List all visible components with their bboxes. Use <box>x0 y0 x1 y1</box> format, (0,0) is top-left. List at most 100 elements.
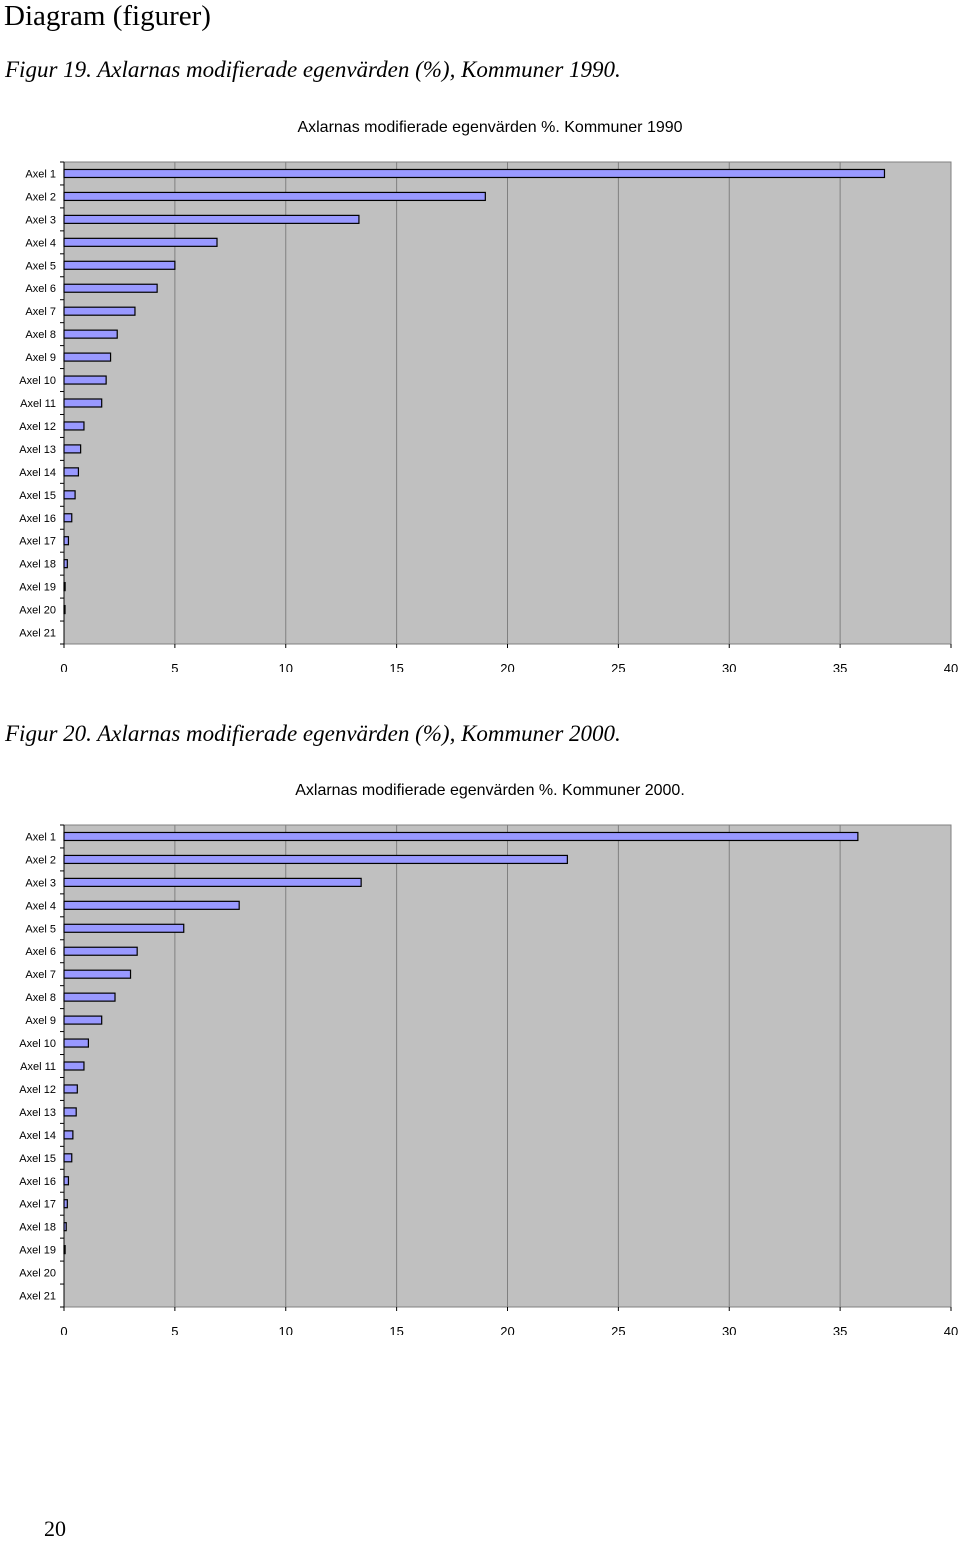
category-label: Axel 11 <box>20 1061 56 1073</box>
category-label: Axel 2 <box>25 191 56 203</box>
category-label: Axel 21 <box>19 628 56 640</box>
category-label: Axel 11 <box>20 398 56 410</box>
x-tick-label: 30 <box>722 661 736 672</box>
category-label: Axel 7 <box>25 969 56 981</box>
figure-20-caption: Figur 20. Axlarnas modifierade egenvärde… <box>5 721 621 746</box>
category-label: Axel 3 <box>25 214 56 226</box>
bar <box>63 352 112 362</box>
x-tick-label: 0 <box>60 661 67 672</box>
x-tick-label: 30 <box>722 1324 736 1335</box>
category-label: Axel 9 <box>25 352 56 364</box>
category-label: Axel 19 <box>19 1245 56 1257</box>
category-label: Axel 17 <box>19 536 56 548</box>
figure-19-caption: Figur 19. Axlarnas modifierade egenvärde… <box>5 57 621 82</box>
bar <box>63 1038 89 1048</box>
category-label: Axel 10 <box>19 1038 56 1050</box>
x-tick-label: 20 <box>500 661 514 672</box>
page-number: 20 <box>44 1516 66 1541</box>
bar <box>63 237 218 247</box>
bar <box>63 375 107 385</box>
bar <box>63 329 118 339</box>
category-label: Axel 5 <box>25 260 56 272</box>
category-label: Axel 1 <box>25 831 56 843</box>
category-label: Axel 20 <box>19 605 56 617</box>
x-tick-label: 35 <box>833 661 847 672</box>
category-label: Axel 15 <box>19 490 56 502</box>
bar <box>63 306 136 316</box>
chart-2000: Axlarnas modifierade egenvärden %. Kommu… <box>19 782 958 1335</box>
bar <box>63 877 362 887</box>
category-label: Axel 19 <box>19 582 56 594</box>
x-tick-label: 0 <box>60 1324 67 1335</box>
bar <box>63 467 80 477</box>
bar <box>63 969 132 979</box>
chart-1990: Axlarnas modifierade egenvärden %. Kommu… <box>19 119 958 672</box>
category-label: Axel 6 <box>25 283 56 295</box>
x-tick-label: 25 <box>611 1324 625 1335</box>
bar <box>63 1107 77 1117</box>
bar <box>63 900 240 910</box>
bar <box>63 854 568 865</box>
category-label: Axel 2 <box>25 854 56 866</box>
category-label: Axel 4 <box>25 237 56 249</box>
category-label: Axel 3 <box>25 877 56 889</box>
category-label: Axel 16 <box>19 513 56 525</box>
category-label: Axel 13 <box>19 1107 56 1119</box>
bar <box>63 168 886 179</box>
category-label: Axel 14 <box>19 467 56 479</box>
chart-title: Axlarnas modifierade egenvärden %. Kommu… <box>295 782 685 799</box>
category-label: Axel 17 <box>19 1199 56 1211</box>
bar <box>63 1130 74 1140</box>
bar <box>63 1015 103 1025</box>
bar <box>63 214 360 224</box>
category-label: Axel 1 <box>25 168 56 180</box>
bar <box>63 490 76 500</box>
bar <box>63 582 66 592</box>
category-label: Axel 12 <box>19 1084 56 1096</box>
category-label: Axel 13 <box>19 444 56 456</box>
page-heading: Diagram (figurer) <box>4 0 211 32</box>
bar <box>63 1245 66 1255</box>
bar <box>63 559 68 569</box>
x-tick-label: 5 <box>171 1324 178 1335</box>
category-label: Axel 8 <box>25 329 56 341</box>
bar <box>63 513 73 523</box>
x-tick-label: 15 <box>389 1324 403 1335</box>
category-label: Axel 8 <box>25 992 56 1004</box>
category-label: Axel 18 <box>19 559 56 571</box>
bar <box>63 923 185 933</box>
bar <box>63 421 85 431</box>
bar <box>63 604 66 615</box>
bar <box>63 992 116 1002</box>
category-label: Axel 15 <box>19 1153 56 1165</box>
bar <box>63 1199 68 1209</box>
bar <box>63 1153 73 1163</box>
bar <box>63 1176 70 1186</box>
x-tick-label: 10 <box>279 661 293 672</box>
category-label: Axel 18 <box>19 1222 56 1234</box>
x-tick-label: 40 <box>944 1324 958 1335</box>
bar <box>63 831 859 842</box>
bar <box>63 260 176 270</box>
category-label: Axel 14 <box>19 1130 56 1142</box>
x-tick-label: 15 <box>389 661 403 672</box>
bar <box>63 283 158 293</box>
bar <box>63 946 138 956</box>
x-tick-label: 20 <box>500 1324 514 1335</box>
category-label: Axel 20 <box>19 1268 56 1280</box>
x-tick-label: 35 <box>833 1324 847 1335</box>
category-label: Axel 4 <box>25 900 56 912</box>
x-tick-label: 40 <box>944 661 958 672</box>
category-label: Axel 9 <box>25 1015 56 1027</box>
bar <box>63 1222 67 1232</box>
x-tick-label: 5 <box>171 661 178 672</box>
bar <box>63 444 82 454</box>
bar <box>63 536 70 546</box>
category-label: Axel 5 <box>25 923 56 935</box>
bar <box>63 1084 78 1094</box>
category-label: Axel 16 <box>19 1176 56 1188</box>
category-label: Axel 7 <box>25 306 56 318</box>
bar <box>63 1061 85 1071</box>
x-tick-label: 10 <box>279 1324 293 1335</box>
x-tick-label: 25 <box>611 661 625 672</box>
